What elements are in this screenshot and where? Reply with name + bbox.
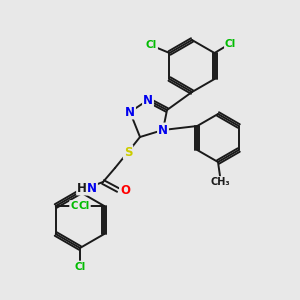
- Text: Cl: Cl: [146, 40, 157, 50]
- Text: CH₃: CH₃: [210, 177, 230, 187]
- Text: N: N: [143, 94, 153, 106]
- Text: N: N: [158, 124, 168, 136]
- Text: S: S: [124, 146, 132, 158]
- Text: O: O: [120, 184, 130, 196]
- Text: N: N: [125, 106, 135, 118]
- Text: N: N: [87, 182, 97, 194]
- Text: H: H: [77, 182, 87, 194]
- Text: Cl: Cl: [225, 39, 236, 49]
- Text: Cl: Cl: [79, 201, 90, 211]
- Text: Cl: Cl: [70, 201, 81, 211]
- Text: Cl: Cl: [74, 262, 86, 272]
